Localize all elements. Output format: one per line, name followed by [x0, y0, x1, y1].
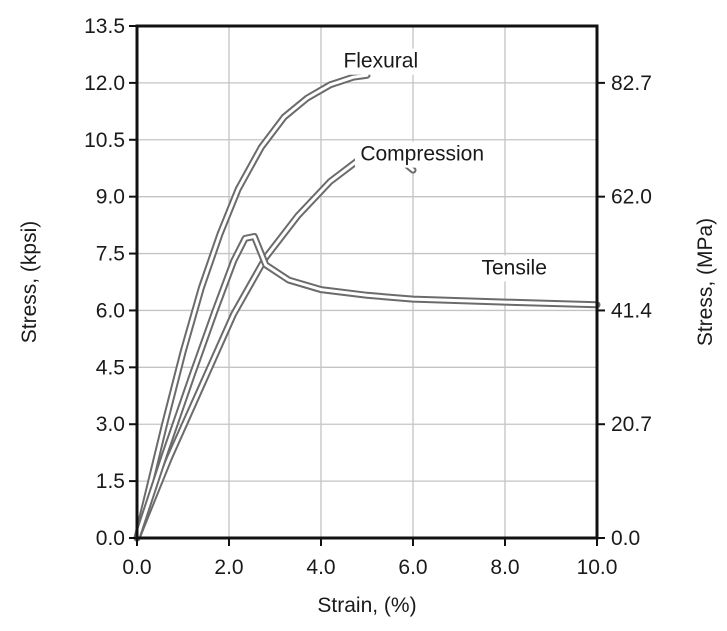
- y-tick-label: 6.0: [96, 299, 125, 322]
- ticks: 0.0 2.0 4.0 6.0 8.0 10.0 0.0 1.5 3.0 4.5 6.0 7.5 9.0…: [84, 15, 652, 579]
- y2-tick-label: 0.0: [611, 527, 640, 550]
- y2-axis-title: Stress, (MPa): [694, 218, 717, 346]
- x-tick-label: 0.0: [122, 556, 151, 579]
- grid: [137, 26, 597, 538]
- y-axis-title: Stress, (kpsi): [18, 221, 41, 344]
- series-line-inner-tensile: [135, 235, 599, 540]
- series-label-compression: Compression: [360, 143, 484, 166]
- y-tick-label: 4.5: [96, 356, 125, 379]
- y-tick-label: 9.0: [96, 186, 125, 209]
- y2-tick-label: 62.0: [611, 186, 652, 209]
- y2-tick-label: 20.7: [611, 413, 652, 436]
- x-tick-label: 8.0: [490, 556, 519, 579]
- series-label-bg-flexural: [330, 48, 431, 75]
- x-tick-label: 4.0: [306, 556, 335, 579]
- y2-tick-label: 41.4: [611, 299, 652, 322]
- series-label-bg-compression: [354, 141, 490, 168]
- series-line-flexural: [133, 71, 371, 542]
- y-tick-label: 3.0: [96, 413, 125, 436]
- series-label-tensile: Tensile: [482, 256, 547, 279]
- series-label-bg-tensile: [469, 255, 559, 282]
- plot-area-frame: [135, 24, 599, 540]
- y-tick-label: 12.0: [84, 72, 125, 95]
- x-axis-title: Strain, (%): [317, 594, 416, 617]
- x-tick-label: 2.0: [214, 556, 243, 579]
- series-label-flexural: Flexural: [343, 50, 418, 73]
- y-tick-label: 1.5: [96, 470, 125, 493]
- x-tick-label: 10.0: [577, 556, 618, 579]
- y-tick-label: 0.0: [96, 527, 125, 550]
- y-tick-label: 10.5: [84, 129, 125, 152]
- series-layer: Flexural Compression Tensile: [133, 48, 601, 542]
- x-tick-label: 6.0: [398, 556, 427, 579]
- y-tick-label: 13.5: [84, 15, 125, 38]
- y-tick-label: 7.5: [96, 243, 125, 266]
- series-line-inner-flexural: [135, 73, 369, 540]
- y2-tick-label: 82.7: [611, 72, 652, 95]
